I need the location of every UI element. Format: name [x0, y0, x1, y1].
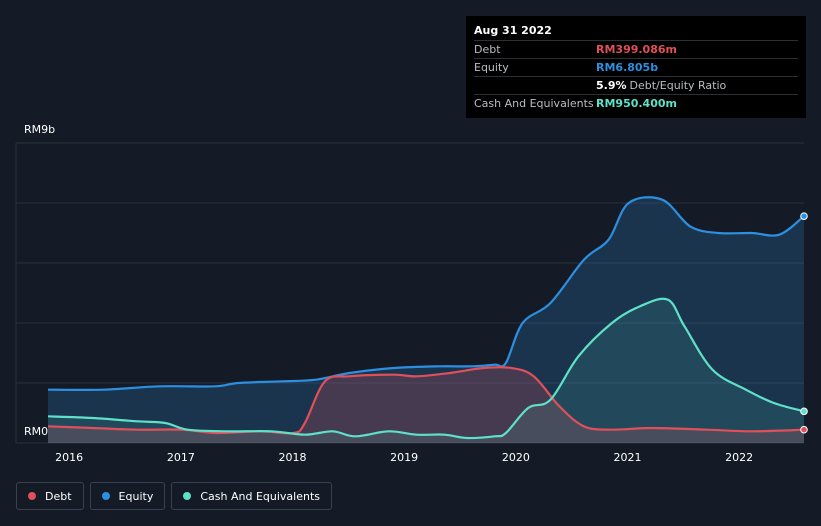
legend-equity-label: Equity: [118, 489, 154, 503]
x-tick-label: 2020: [502, 451, 530, 464]
legend-cash-label: Cash And Equivalents: [200, 489, 320, 503]
chart-legend: Debt Equity Cash And Equivalents: [16, 482, 332, 510]
y-axis-ticks: RM9b RM0: [24, 123, 55, 438]
x-tick-label: 2022: [725, 451, 753, 464]
y-tick-label: RM9b: [24, 123, 55, 136]
legend-item-debt[interactable]: Debt: [16, 482, 84, 510]
tooltip-equity-value: RM6.805b: [596, 61, 659, 74]
tooltip-debt-label: Debt: [474, 43, 501, 56]
tooltip-ratio-label: Debt/Equity Ratio: [629, 79, 727, 92]
x-tick-label: 2021: [614, 451, 642, 464]
tooltip-equity-row: Equity RM6.805b: [474, 58, 798, 76]
series-areas: [48, 197, 804, 443]
endpoint-equity: [800, 212, 808, 220]
legend-debt-dot-icon: [28, 492, 36, 500]
endpoint-debt: [800, 425, 808, 434]
line-cash-and-equivalents: [47, 297, 805, 440]
tooltip-ratio-row: 5.9% Debt/Equity Ratio: [474, 76, 798, 94]
area-cash-and-equivalents: [48, 298, 804, 443]
gridlines: [15, 142, 804, 444]
tooltip-panel: Aug 31 2022 Debt RM399.086m Equity RM6.8…: [466, 16, 806, 118]
series-endpoints: [800, 212, 808, 434]
endpoint-cash-and-equivalents: [800, 407, 808, 416]
x-tick-label: 2018: [279, 451, 307, 464]
legend-equity-dot-icon: [101, 492, 110, 500]
tooltip-debt-row: Debt RM399.086m: [474, 40, 798, 58]
tooltip-cash-value: RM950.400m: [596, 97, 677, 110]
line-debt: [47, 366, 805, 435]
legend-item-equity[interactable]: Equity: [89, 482, 166, 510]
tooltip-cash-label: Cash And Equivalents: [474, 97, 594, 110]
x-axis-ticks: 2016 2017 2018 2019 2020 2021 2022: [55, 451, 753, 464]
x-tick-label: 2016: [55, 451, 83, 464]
tooltip-cash-row: Cash And Equivalents RM950.400m: [474, 94, 798, 112]
tooltip-debt-value: RM399.086m: [596, 43, 677, 56]
x-tick-label: 2017: [167, 451, 195, 464]
tooltip-date: Aug 31 2022: [474, 24, 552, 37]
tooltip-ratio-value: 5.9%: [596, 79, 627, 92]
series-lines: [47, 196, 805, 440]
tooltip-equity-label: Equity: [474, 61, 509, 74]
x-tick-label: 2019: [390, 451, 418, 464]
legend-item-cash[interactable]: Cash And Equivalents: [171, 482, 332, 510]
tooltip-ratio-spacer: [474, 77, 596, 94]
tooltip-ratio: 5.9% Debt/Equity Ratio: [596, 77, 726, 94]
area-debt: [48, 367, 804, 443]
area-equity: [48, 197, 804, 443]
y-tick-label: RM0: [24, 425, 48, 438]
legend-debt-label: Debt: [45, 489, 72, 503]
legend-cash-dot-icon: [183, 492, 192, 500]
